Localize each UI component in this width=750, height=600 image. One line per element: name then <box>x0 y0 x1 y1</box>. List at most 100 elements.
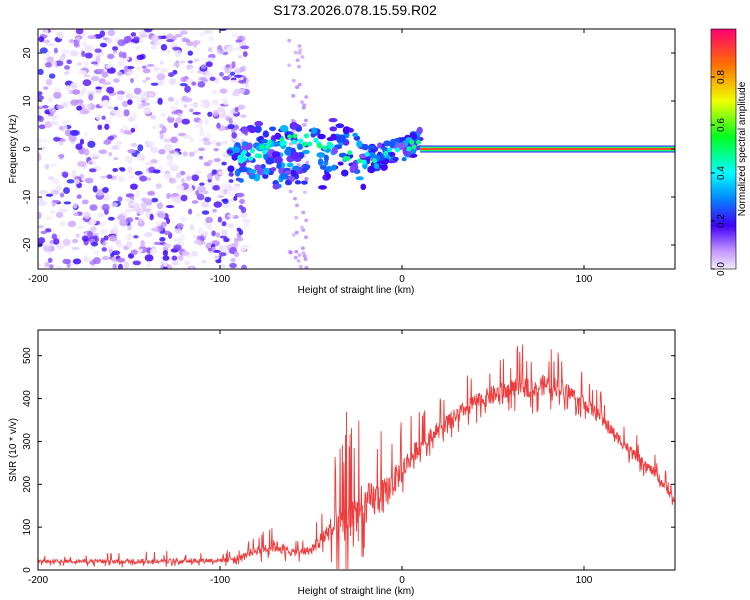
spectrogram-noise-blob <box>133 235 139 239</box>
spectrogram-noise-blob <box>231 127 236 134</box>
spectrogram-noise-blob <box>95 114 102 121</box>
spectrogram-noise-blob <box>199 103 207 108</box>
spectrogram-noise-blob <box>83 255 88 263</box>
spectrogram-noise-blob <box>240 45 250 50</box>
spectrogram-noise-blob <box>135 190 141 199</box>
spectrogram-tone-peak <box>265 144 271 150</box>
spectrogram-noise-blob <box>132 260 141 266</box>
spectrogram-noise-blob <box>53 238 60 245</box>
spectrogram-noise-blob <box>230 79 238 84</box>
spectrogram-tone-peak <box>322 145 328 151</box>
spectrogram-noise-blob <box>197 81 206 88</box>
spectrogram-noise-blob <box>77 224 84 230</box>
spectrogram-tone-blob <box>392 156 399 161</box>
spectrogram-noise-blob <box>63 124 68 131</box>
spectrogram-noise-blob <box>202 230 209 237</box>
spectrogram-noise-blob <box>233 240 239 247</box>
spectrogram-noise-blob <box>123 109 130 117</box>
spectrogram-noise-blob <box>55 211 64 219</box>
spectrogram-noise-blob <box>193 42 198 48</box>
spectrogram-noise-blob <box>291 129 296 133</box>
spectrogram-noise-blob <box>144 254 154 262</box>
spectrogram-noise-blob <box>43 244 52 248</box>
spectrogram-noise-blob <box>206 173 213 180</box>
spectrogram-noise-blob <box>53 47 58 54</box>
spectrogram-noise-blob <box>79 109 89 115</box>
spectrogram-noise-blob <box>188 151 195 157</box>
spectrogram-noise-blob <box>38 262 42 267</box>
spectrogram-noise-blob <box>63 201 72 205</box>
spectrogram-noise-blob <box>227 201 232 206</box>
spectrogram-noise-blob <box>87 35 97 40</box>
spectrogram-tone-blob <box>260 163 266 170</box>
spectrogram-noise-blob <box>234 107 239 112</box>
spectrogram-noise-blob <box>200 99 210 104</box>
spectrogram-noise-blob <box>72 202 78 209</box>
spectrogram-noise-blob <box>65 85 71 92</box>
spectrogram-tone-peak <box>238 158 244 164</box>
spectrogram-noise-blob <box>188 208 193 215</box>
spectrogram-noise-blob <box>67 220 77 228</box>
spectrogram-noise-blob <box>203 140 212 146</box>
spectrogram-noise-blob <box>218 245 224 252</box>
spectrogram-noise-blob <box>233 195 238 201</box>
spectrogram-noise-blob <box>225 185 233 191</box>
spectrogram-noise-blob <box>189 137 194 142</box>
spectrogram-noise-blob <box>44 163 50 170</box>
spectrogram-noise-blob <box>177 112 182 117</box>
spectrogram-noise-blob <box>95 86 103 90</box>
spectrogram-noise-blob <box>183 134 191 140</box>
spectrogram-noise-blob <box>53 91 62 99</box>
spectrogram-noise-blob <box>229 262 237 269</box>
spectrogram-noise-blob <box>108 152 113 157</box>
spectrogram-noise-blob <box>240 65 247 72</box>
spectrogram-noise-blob <box>215 232 221 238</box>
spectrogram-tone-blob <box>274 156 283 164</box>
spectrogram-noise-blob <box>94 48 102 53</box>
spectrogram-tone-blob <box>274 132 282 140</box>
spectrogram-noise-blob <box>150 115 157 120</box>
spectrogram-noise-blob <box>183 104 188 108</box>
spectrogram-noise-blob <box>87 140 96 148</box>
spectrogram-noise-blob <box>174 228 183 234</box>
spec-x-tick-label: -100 <box>210 274 230 285</box>
colorbar-label: Normalized spectral amplitude <box>737 81 748 216</box>
figure-title: S173.2026.078.15.59.R02 <box>273 2 437 18</box>
spectrogram-noise-blob <box>238 204 244 210</box>
spectrogram-noise-blob <box>184 97 193 103</box>
spectrogram-noise-blob <box>235 67 242 74</box>
spectrogram-noise-blob <box>117 39 126 47</box>
spectrogram-noise-blob <box>160 43 168 51</box>
spectrogram-noise-blob <box>187 50 194 56</box>
spectrogram-tone-blob <box>290 151 300 160</box>
spectrogram-noise-blob <box>93 250 100 255</box>
spectrogram-noise-blob <box>53 87 62 93</box>
spectrogram-noise-blob <box>204 196 212 203</box>
spectrogram-noise-blob <box>207 178 212 183</box>
spectrogram-noise-blob <box>99 222 106 227</box>
spectrogram-noise-blob <box>118 59 125 66</box>
spectrogram-noise-blob <box>76 194 82 199</box>
spectrogram-noise-blob <box>165 33 174 41</box>
spectrogram-noise-blob <box>212 110 219 117</box>
spectrogram-noise-blob <box>113 156 119 161</box>
snr-y-tick-label: 500 <box>22 347 33 364</box>
spectrogram-noise-blob <box>121 125 129 131</box>
spectrogram-noise-blob <box>223 237 230 243</box>
spectrogram-noise-blob <box>140 201 148 210</box>
spectrogram-noise-blob <box>176 223 184 229</box>
spectrogram-tone-blob <box>241 127 248 135</box>
snr-plot-area <box>38 344 675 570</box>
spectrogram-noise-blob <box>150 146 159 153</box>
spectrogram-noise-blob <box>189 67 194 74</box>
spectrogram-noise-blob <box>297 253 302 257</box>
spectrogram-noise-blob <box>159 67 168 74</box>
spectrogram-noise-blob <box>304 235 309 240</box>
spectrogram-tone-peak <box>371 158 377 164</box>
spectrogram-tone-blob <box>381 146 388 152</box>
spectrogram-noise-blob <box>130 249 138 256</box>
spectrogram-noise-blob <box>237 79 247 84</box>
spectrogram-y-axis-label: Frequency (Hz) <box>8 115 19 184</box>
spectrogram-noise-blob <box>83 211 91 219</box>
spectrogram-noise-blob <box>149 213 154 221</box>
